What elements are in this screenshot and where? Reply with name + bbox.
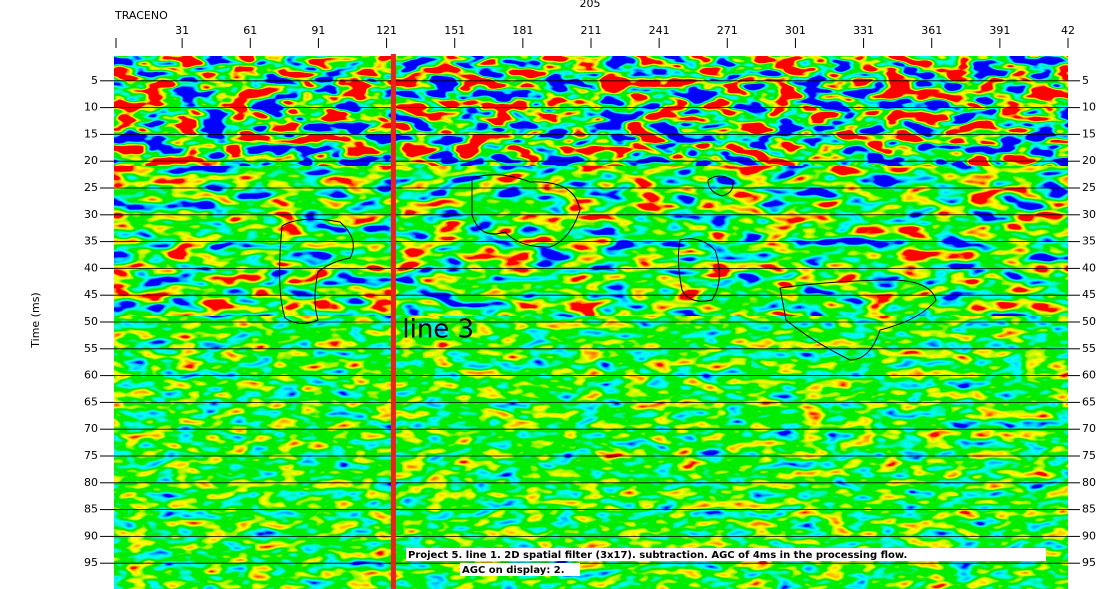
y-tick-label: 50 — [1082, 315, 1096, 328]
y-tick-label: 65 — [1082, 395, 1096, 408]
y-tick-label: 20 — [1082, 154, 1096, 167]
top-label: 205 — [580, 0, 601, 10]
y-tick-label: 5 — [91, 74, 98, 87]
x-tick-label: 271 — [717, 24, 738, 37]
y-tick-label: 5 — [1082, 74, 1089, 87]
y-tick-label: 95 — [1082, 556, 1096, 569]
y-tick-label: 80 — [1082, 476, 1096, 489]
x-axis-label: TRACENO — [114, 9, 168, 22]
y-tick-label: 35 — [84, 235, 98, 248]
x-tick-label: 31 — [175, 24, 189, 37]
x-tick-label: 91 — [311, 24, 325, 37]
y-tick-label: 95 — [84, 556, 98, 569]
y-tick-label: 25 — [1082, 181, 1096, 194]
x-tick-label: 301 — [785, 24, 806, 37]
x-tick-label: 211 — [581, 24, 602, 37]
y-tick-label: 90 — [84, 529, 98, 542]
y-tick-label: 85 — [1082, 503, 1096, 516]
section-field — [114, 56, 1068, 589]
y-axis-label: Time (ms) — [29, 292, 42, 348]
y-tick-label: 30 — [84, 208, 98, 221]
y-tick-label: 60 — [1082, 369, 1096, 382]
y-tick-label: 35 — [1082, 235, 1096, 248]
y-tick-label: 70 — [1082, 422, 1096, 435]
y-tick-label: 10 — [1082, 101, 1096, 114]
x-tick-label: 151 — [444, 24, 465, 37]
y-tick-label: 55 — [1082, 342, 1096, 355]
y-tick-label: 30 — [1082, 208, 1096, 221]
x-tick-label: 42 — [1061, 24, 1075, 37]
y-tick-label: 75 — [84, 449, 98, 462]
y-tick-label: 85 — [84, 503, 98, 516]
y-tick-label: 10 — [84, 101, 98, 114]
caption: Project 5. line 1. 2D spatial filter (3x… — [408, 550, 907, 561]
y-tick-label: 75 — [1082, 449, 1096, 462]
y-tick-label: 40 — [1082, 261, 1096, 274]
y-tick-label: 45 — [1082, 288, 1096, 301]
x-tick-label: 331 — [853, 24, 874, 37]
y-tick-label: 70 — [84, 422, 98, 435]
y-tick-label: 15 — [1082, 127, 1096, 140]
x-tick-label: 241 — [649, 24, 670, 37]
y-tick-label: 80 — [84, 476, 98, 489]
y-tick-label: 25 — [84, 181, 98, 194]
y-tick-label: 65 — [84, 395, 98, 408]
x-tick-label: 181 — [512, 24, 533, 37]
y-tick-label: 20 — [84, 154, 98, 167]
x-tick-label: 61 — [243, 24, 257, 37]
y-tick-label: 50 — [84, 315, 98, 328]
x-tick-label: 361 — [921, 24, 942, 37]
y-tick-label: 45 — [84, 288, 98, 301]
x-tick-label: 121 — [376, 24, 397, 37]
y-tick-label: 55 — [84, 342, 98, 355]
marker-label: line 3 — [402, 315, 474, 345]
caption: AGC on display: 2. — [462, 565, 565, 576]
y-tick-label: 40 — [84, 261, 98, 274]
x-tick-label: 391 — [989, 24, 1010, 37]
y-tick-label: 90 — [1082, 529, 1096, 542]
y-tick-label: 60 — [84, 369, 98, 382]
y-tick-label: 15 — [84, 127, 98, 140]
chart: TRACENO 205 Time (ms) 551010151520202525… — [0, 0, 1114, 589]
